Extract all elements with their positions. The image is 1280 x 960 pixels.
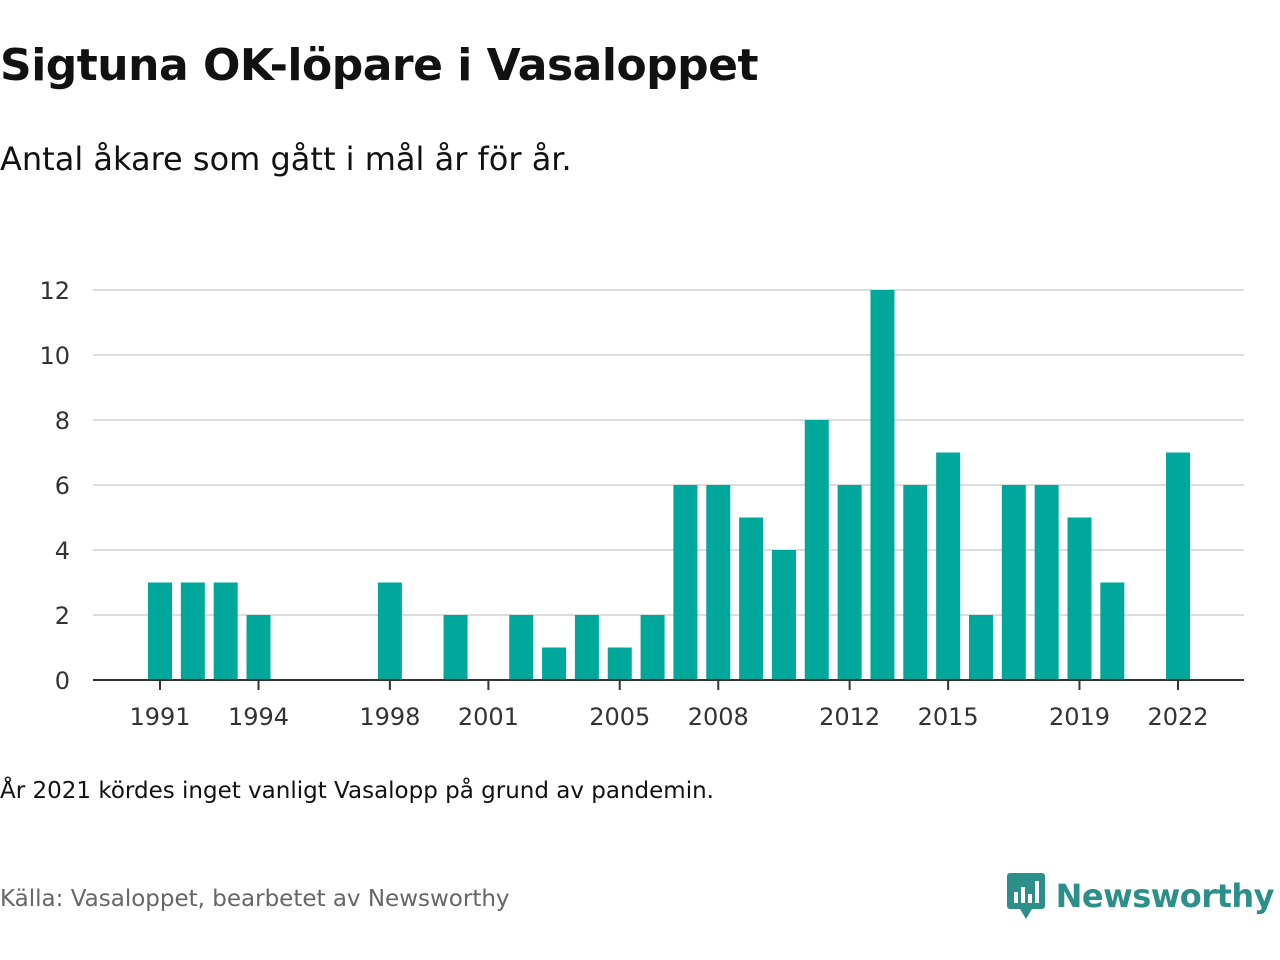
bar-chart: 0 2 4 6 8 10 12 1991 1994 1998 2001 2005 2008 2012 20… — [39, 277, 1244, 730]
bar-2004 — [574, 615, 599, 680]
x-tick-label: 1998 — [359, 703, 420, 730]
x-tick-label: 2001 — [458, 703, 519, 730]
x-tick-label: 2008 — [688, 703, 749, 730]
x-tick-label: 2012 — [819, 703, 880, 730]
bars — [148, 290, 1190, 680]
y-tick-label: 0 — [55, 667, 70, 695]
y-tick-label: 2 — [55, 602, 70, 630]
bar-2000 — [443, 615, 468, 680]
x-tick-label: 1991 — [129, 703, 190, 730]
bar-2008 — [706, 485, 731, 680]
x-axis — [93, 679, 1244, 690]
bar-2007 — [673, 485, 698, 680]
bar-2009 — [739, 517, 764, 680]
bar-2011 — [804, 420, 829, 680]
bar-1994 — [246, 615, 271, 680]
bar-1991 — [148, 582, 172, 680]
chart-subtitle: Antal åkare som gått i mål år för år. — [0, 140, 572, 178]
bar-2005 — [607, 647, 632, 680]
bar-2014 — [903, 485, 928, 680]
y-tick-label: 8 — [55, 407, 70, 435]
x-tick-label: 1994 — [228, 703, 289, 730]
footnote: År 2021 kördes inget vanligt Vasalopp på… — [0, 778, 714, 804]
bar-2006 — [640, 615, 665, 680]
y-tick-label: 12 — [39, 277, 70, 305]
bar-2022 — [1166, 452, 1190, 680]
x-tick-label: 2022 — [1147, 703, 1208, 730]
bar-2017 — [1001, 485, 1026, 680]
bar-1998 — [377, 582, 402, 680]
bar-2002 — [509, 615, 534, 680]
bar-1993 — [213, 582, 238, 680]
bar-2013 — [870, 290, 895, 680]
source-text: Källa: Vasaloppet, bearbetet av Newswort… — [0, 886, 510, 912]
brand-name: Newsworthy — [1055, 877, 1275, 915]
y-tick-label: 6 — [55, 472, 70, 500]
bar-2015 — [936, 452, 961, 680]
bar-2003 — [542, 647, 567, 680]
bar-2012 — [837, 485, 862, 680]
newsworthy-chart-logo-icon — [1006, 873, 1045, 919]
y-tick-label: 10 — [39, 342, 70, 370]
y-tick-labels: 0 2 4 6 8 10 12 — [39, 277, 70, 695]
x-tick-label: 2015 — [918, 703, 979, 730]
x-tick-label: 2019 — [1049, 703, 1110, 730]
brand-logo: Newsworthy — [1006, 872, 1275, 920]
bar-2019 — [1067, 517, 1092, 680]
y-tick-label: 4 — [55, 537, 70, 565]
x-tick-labels: 1991 1994 1998 2001 2005 2008 2012 2015 2019 2022 — [129, 703, 1208, 730]
bar-1992 — [180, 582, 205, 680]
bar-2010 — [771, 550, 796, 680]
bar-2016 — [968, 615, 993, 680]
chart-title: Sigtuna OK-löpare i Vasaloppet — [0, 40, 759, 91]
x-tick-label: 2005 — [589, 703, 650, 730]
bar-2018 — [1034, 485, 1059, 680]
bar-2020 — [1100, 582, 1125, 680]
